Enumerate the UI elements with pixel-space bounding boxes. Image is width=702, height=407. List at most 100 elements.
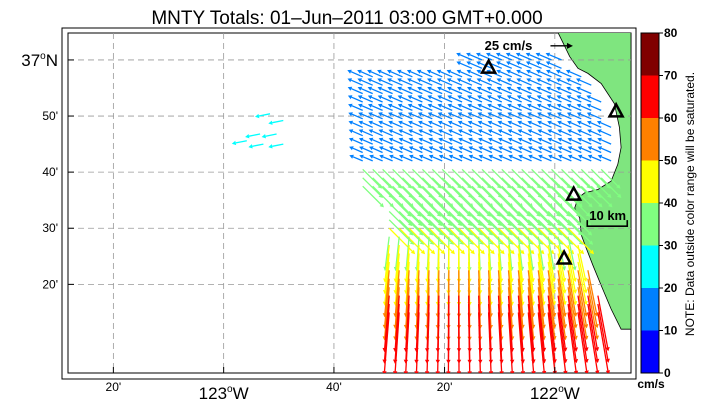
current-vector [488, 210, 511, 234]
current-vector-head [500, 249, 505, 255]
current-vector [471, 185, 491, 205]
current-vector [537, 270, 545, 314]
current-vector-head [536, 78, 541, 83]
current-vector-head [427, 86, 432, 91]
current-vector [527, 287, 534, 337]
current-vector [478, 194, 499, 215]
current-vector-head [457, 112, 463, 117]
current-vector [570, 105, 582, 111]
current-vector-head [576, 103, 582, 108]
current-vector [448, 202, 470, 224]
current-vector [567, 278, 577, 325]
current-vector [517, 312, 524, 372]
current-vector-head [367, 69, 372, 74]
current-vector-head [577, 154, 583, 159]
current-vector [394, 312, 400, 372]
current-vector-head [447, 95, 452, 100]
current-vector-head [388, 146, 394, 151]
current-vector-head [357, 69, 362, 74]
current-vector-head [420, 249, 426, 255]
current-vector [530, 113, 542, 120]
current-vector [501, 147, 513, 154]
current-vector [470, 79, 483, 86]
colorbar-cell [641, 203, 659, 246]
current-vector-head [427, 95, 432, 100]
current-vector [381, 96, 393, 103]
current-vector [521, 130, 532, 137]
current-vector [529, 54, 542, 61]
current-vector-head [526, 86, 532, 91]
current-vector [372, 147, 383, 154]
current-vector [383, 312, 390, 372]
current-vector-head [418, 146, 424, 151]
current-vector-head [558, 154, 563, 159]
current-vector-head [497, 120, 503, 125]
current-vector [438, 219, 462, 243]
current-vector [559, 79, 572, 86]
current-vector-head [447, 112, 453, 117]
current-vector [531, 139, 542, 145]
current-vector [458, 210, 481, 234]
current-vector [372, 168, 390, 187]
current-vector-head [507, 120, 512, 125]
current-vector [589, 105, 602, 111]
reference-vector: 25 cm/s [485, 38, 573, 53]
current-vector [410, 79, 423, 86]
current-vector [498, 219, 522, 243]
current-vector-head [487, 112, 492, 117]
current-vector [420, 71, 433, 78]
current-vector [549, 79, 562, 86]
current-vector [422, 147, 433, 154]
current-vector [531, 168, 549, 187]
current-vector [520, 113, 532, 120]
current-vector-head [456, 52, 461, 57]
current-vector [391, 122, 403, 128]
current-vector-head [526, 103, 532, 108]
current-vector-head [525, 61, 531, 66]
current-vector-head [516, 61, 521, 66]
current-vector [412, 156, 423, 162]
current-vector [520, 105, 532, 111]
current-vector-head [588, 203, 593, 208]
current-vector [490, 113, 503, 120]
current-vector-head [517, 120, 522, 125]
current-vector-head [487, 103, 492, 108]
current-vector [539, 79, 552, 86]
current-vector [448, 194, 469, 215]
current-vector-head [597, 154, 603, 159]
current-vector [500, 96, 513, 103]
current-vector-head [517, 137, 523, 142]
y-tick-label: 50' [42, 109, 58, 123]
current-vector [490, 79, 503, 86]
y-tick-label: 37oN [21, 51, 58, 70]
y-tick-label: 30' [42, 221, 58, 235]
current-vector [426, 312, 430, 372]
current-vector [461, 168, 480, 187]
current-vector [537, 261, 545, 302]
current-vector [577, 244, 586, 279]
current-vector-head [407, 95, 413, 100]
current-vector [448, 210, 471, 234]
current-vector [470, 105, 483, 111]
current-vector-head [557, 146, 563, 151]
current-vector-head [440, 249, 445, 255]
current-vector-head [348, 137, 354, 142]
current-vector [432, 147, 443, 154]
current-vectors [231, 52, 622, 373]
current-vector [400, 71, 413, 78]
current-vector [517, 303, 524, 360]
current-vector [517, 202, 540, 224]
current-vector [580, 168, 599, 187]
current-vector [501, 156, 513, 162]
current-vector-head [480, 249, 485, 255]
current-vector-head [608, 203, 613, 208]
current-vector-head [458, 137, 463, 142]
current-vector-head [507, 112, 512, 117]
current-vector [520, 122, 532, 128]
current-vector [421, 139, 433, 145]
current-vector [571, 156, 582, 162]
current-vector [557, 210, 580, 234]
saturation-note: NOTE: Data outside color range will be s… [683, 72, 697, 336]
current-vector [479, 54, 493, 61]
current-vector-head [476, 86, 482, 91]
